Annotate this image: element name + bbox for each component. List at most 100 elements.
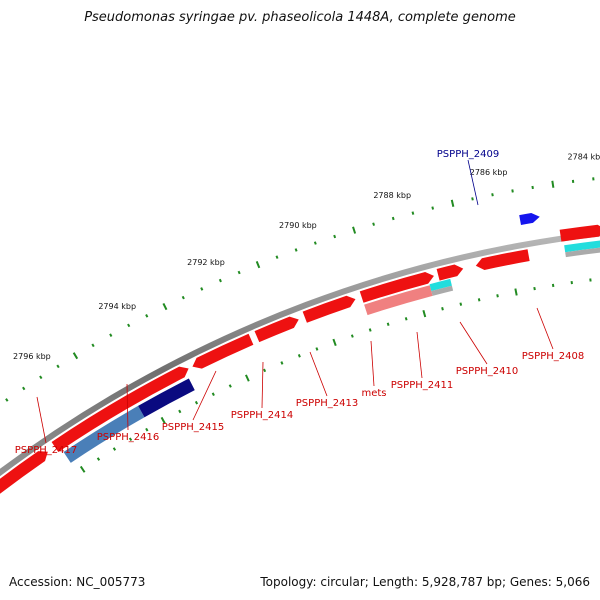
inner-tick (280, 361, 284, 365)
gene-red-feature (436, 264, 464, 281)
gene-leader-line (459, 321, 488, 365)
outer-tick (313, 241, 317, 245)
outer-tick (109, 333, 113, 337)
inner-tick (459, 302, 463, 306)
gene-red-feature (254, 316, 299, 343)
gene-red-feature (51, 366, 189, 452)
inner-tick (514, 288, 518, 296)
outer-tick (218, 278, 222, 283)
inner-tick (350, 334, 354, 338)
inner-tick (386, 322, 390, 327)
outer-tick (162, 303, 168, 311)
gene-label[interactable]: PSPPH_2410 (456, 366, 518, 377)
gene-label[interactable]: PSPPH_2414 (231, 410, 293, 421)
gene-leader-line (126, 383, 129, 431)
inner-tick (422, 310, 427, 318)
gene-label[interactable]: PSPPH_2416 (97, 432, 159, 443)
gene-leader-line (261, 361, 264, 409)
gene-leader-line (309, 351, 328, 397)
gene-label[interactable]: PSPPH_2413 (296, 398, 358, 409)
inner-tick (178, 409, 182, 414)
gene-navy-feature (138, 378, 195, 418)
inner-tick (96, 457, 101, 461)
outer-tick (127, 323, 131, 328)
gene-leader-line (416, 331, 423, 379)
outer-tick (200, 287, 204, 291)
inner-tick (228, 384, 232, 388)
inner-tick (332, 338, 337, 346)
inner-tick (496, 294, 499, 298)
gene-leader-line (467, 159, 479, 206)
outer-tick (450, 199, 455, 207)
gene-track (0, 213, 600, 494)
outer-tick (22, 386, 26, 391)
gene-red-feature (302, 295, 356, 323)
gene-leader-line (36, 396, 47, 444)
outer-tick (72, 352, 79, 360)
outer-tick (39, 375, 43, 380)
kbp-label: 2786 kbp (470, 168, 508, 177)
gene-leader-line (370, 340, 375, 387)
outer-tick (491, 193, 494, 197)
gene-pink-feature (364, 285, 433, 316)
gene-steelblue-feature (63, 405, 145, 463)
gene-red-feature (559, 224, 600, 242)
gene-red-feature (192, 333, 254, 369)
inner-tick (315, 347, 319, 351)
gene-label[interactable]: PSPPH_2409 (437, 149, 499, 160)
inner-tick (404, 317, 408, 321)
map-title: Pseudomonas syringae pv. phaseolicola 14… (84, 10, 516, 25)
gene-leader-line (192, 370, 217, 421)
outer-tick (511, 189, 514, 193)
gene-red-feature (0, 451, 48, 494)
inner-tick (112, 447, 117, 451)
gene-label[interactable]: mets (361, 388, 386, 399)
accession-label: Accession: NC_005773 (9, 575, 146, 589)
gene-label[interactable]: PSPPH_2417 (15, 445, 77, 456)
gene-red-feature (359, 271, 434, 303)
outer-tick (372, 222, 375, 226)
gene-gray-feature (431, 285, 454, 296)
summary-label: Topology: circular; Length: 5,928,787 bp… (260, 575, 590, 589)
outer-tick (255, 261, 261, 269)
outer-tick (56, 364, 60, 369)
gene-label[interactable]: PSPPH_2415 (162, 422, 224, 433)
gene-leader-line (536, 307, 554, 350)
kbp-label: 2784 kbp (568, 153, 600, 162)
outer-tick (471, 197, 474, 201)
kbp-label: 2790 kbp (279, 221, 317, 230)
gene-label[interactable]: PSPPH_2411 (391, 380, 453, 391)
inner-tick (145, 427, 149, 432)
inner-tick (533, 286, 536, 291)
kbp-label: 2792 kbp (187, 258, 225, 267)
outer-tick (181, 295, 185, 300)
outer-tick (145, 314, 149, 318)
inner-tick (211, 392, 215, 397)
backbone-track (0, 230, 600, 477)
kbp-label: 2796 kbp (13, 352, 51, 361)
kbp-labels: 2796 kbp 2794 kbp 2792 kbp 2790 kbp 2788 kbp… (13, 153, 600, 362)
outer-tick (391, 216, 395, 221)
gene-labels: PSPPH_2409 PSPPH_2408 PSPPH_2410PSPPH_2411… (15, 149, 584, 456)
outer-tick (551, 180, 555, 188)
gene-cyan-feature (429, 278, 452, 292)
inner-tick (245, 374, 250, 382)
gene-blue-feature (519, 213, 540, 225)
outer-tick (352, 226, 357, 234)
outer-tick (5, 398, 9, 402)
kbp-label: 2794 kbp (98, 302, 136, 311)
inner-tick (263, 368, 267, 373)
inner-tick (79, 465, 86, 473)
gene-gray-feature (565, 247, 600, 258)
inner-tick (297, 354, 301, 358)
inner-tick (160, 416, 166, 425)
gene-label[interactable]: PSPPH_2408 (522, 351, 584, 362)
outer-tick (91, 343, 95, 348)
inner-tick (194, 400, 199, 405)
tick-track (5, 177, 595, 473)
genome-backbone (0, 230, 600, 477)
outer-tick (294, 248, 298, 252)
outer-tick (411, 211, 415, 215)
inner-tick (477, 298, 481, 302)
